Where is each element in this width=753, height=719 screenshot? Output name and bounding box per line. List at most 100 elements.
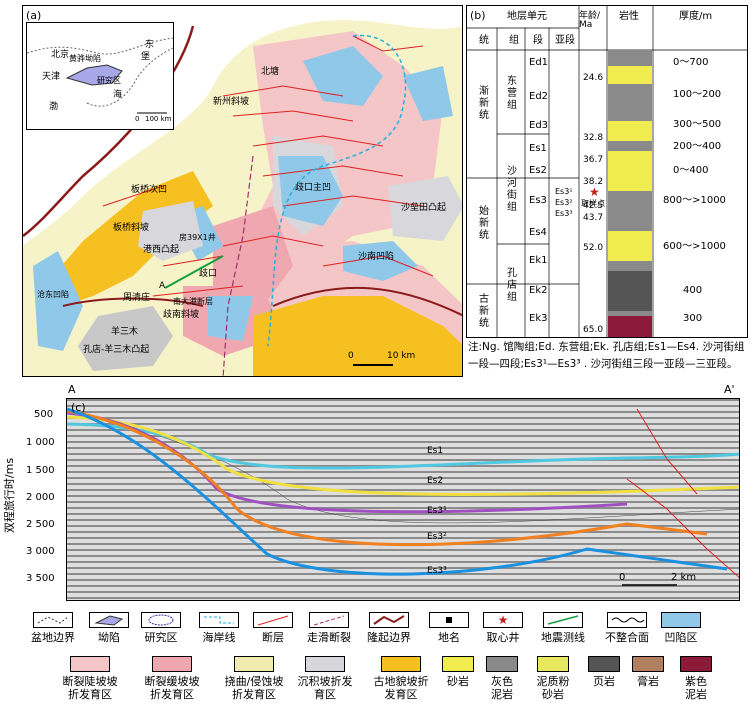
strat-lith-header: 岩性 xyxy=(619,11,639,22)
gypsum-swatch xyxy=(632,656,664,672)
map-qikou-main: 歧口主凹 xyxy=(295,183,332,193)
study-area-icon xyxy=(141,612,181,628)
gentle-swatch xyxy=(152,656,192,672)
strat-thick-1: 100～200 xyxy=(673,89,722,100)
inset-map: 北京 天津 黄骅坳陷 研究区 渤 海 东 堡 0 100 km xyxy=(26,22,174,130)
legend-unconformity: 不整合面 xyxy=(598,612,656,644)
strat-thick-5: 800～>1000 xyxy=(663,195,726,206)
strat-sample-label: 取样点 xyxy=(581,199,605,208)
legend-sandstone: 砂岩 xyxy=(438,656,478,688)
paleo-swatch xyxy=(381,656,421,672)
legend-strike-slip: 走滑断裂 xyxy=(300,612,358,644)
strat-thick-8: 300 xyxy=(683,313,703,324)
inset-water2: 海 xyxy=(113,90,123,100)
sandstone-swatch xyxy=(442,656,474,672)
sag-area-icon xyxy=(661,612,701,628)
flexure-swatch xyxy=(234,656,274,672)
inset-scale-100: 100 km xyxy=(145,115,172,123)
map-shalei: 沙垒田凸起 xyxy=(401,203,447,213)
section-A: A xyxy=(68,383,76,396)
map-beitang: 北塘 xyxy=(261,67,280,77)
grey-mudstone-swatch xyxy=(486,656,518,672)
unconformity-icon xyxy=(607,612,647,628)
depression-icon xyxy=(89,612,129,628)
map-well: 房39X1井 xyxy=(179,233,216,242)
legend-study-area: 研究区 xyxy=(132,612,190,644)
strat-thick-header: 厚度/m xyxy=(679,11,713,22)
ytick-2500: 2 500 xyxy=(26,519,55,530)
map-kongdian: 孔店-羊三木凸起 xyxy=(83,345,150,355)
fault-icon xyxy=(253,612,293,628)
seismic-scale-0: 0 xyxy=(619,572,626,583)
strat-member-5: Es3 xyxy=(529,195,547,206)
legend-shale: 页岩 xyxy=(584,656,624,688)
ytick-500: 500 xyxy=(34,409,54,420)
legend-grey-mudstone: 灰色泥岩 xyxy=(482,656,522,701)
map-qinan-slope: 歧南斜坡 xyxy=(163,310,200,320)
map-shanan: 沙南凹陷 xyxy=(358,252,395,262)
map-banqiao-slope: 板桥斜坡 xyxy=(113,223,150,233)
purple-mudstone-swatch xyxy=(680,656,712,672)
strat-sample-star: ★ xyxy=(589,185,600,199)
legend: 盆地边界 坳陷 研究区 海岸线 断层 走滑断裂 隆起边界 地名 ★ 取心井 地震… xyxy=(0,612,753,719)
inset-city-beijing: 北京 xyxy=(51,50,70,60)
strat-member-9: Ek3 xyxy=(529,313,548,324)
map-qikou: 歧口 xyxy=(199,269,218,279)
strat-series-1: 始新统 xyxy=(479,206,489,241)
inset-study-area: 研究区 xyxy=(97,76,121,85)
ytick-2000: 2 000 xyxy=(26,492,55,503)
map-dazhang: 南大港断层 xyxy=(173,297,213,306)
horizon-es2: Es2 xyxy=(427,476,444,486)
panel-c-label: (c) xyxy=(71,401,86,414)
strat-thick-7: 400 xyxy=(683,285,703,296)
star-icon: ★ xyxy=(483,612,523,628)
strat-age-4: 42.5 xyxy=(583,201,604,211)
inset-region: 黄骅坳陷 xyxy=(69,54,101,63)
silty-mudstone-swatch xyxy=(537,656,569,672)
legend-basin-boundary: 盆地边界 xyxy=(24,612,82,644)
panel-b-label: (b) xyxy=(470,9,486,22)
strat-col-yaduan: 亚段 xyxy=(555,35,575,46)
legend-flexure: 挠曲/侵蚀坡折发育区 xyxy=(214,656,294,701)
strat-member-7: Ek1 xyxy=(529,255,548,266)
strat-series-0: 渐新统 xyxy=(479,86,489,121)
strat-series-2: 古新统 xyxy=(479,294,489,329)
legend-steep: 断裂陡坡坡折发育区 xyxy=(50,656,130,701)
strat-age-5: 43.7 xyxy=(583,213,604,223)
strat-member-8: Ek2 xyxy=(529,285,548,296)
strat-thick-0: 0～700 xyxy=(673,57,709,68)
inset-city-tianjin: 天津 xyxy=(42,72,61,82)
strat-member-4: Es2 xyxy=(529,165,547,176)
horizon-es3-1: Es3¹ xyxy=(427,506,447,516)
strat-sub-1: Es3² xyxy=(555,198,573,207)
map-banqiao: 板桥次凹 xyxy=(131,185,168,195)
strat-member-0: Ed1 xyxy=(529,57,549,68)
strat-age-2: 36.7 xyxy=(583,155,604,165)
strat-member-6: Es4 xyxy=(529,227,547,238)
ytick-3500: 3 500 xyxy=(26,573,55,584)
strat-age-3: 38.2 xyxy=(583,177,604,187)
strike-slip-icon xyxy=(309,612,349,628)
section-A2: A' xyxy=(724,383,735,396)
strat-member-1: Ed2 xyxy=(529,91,549,102)
ytick-1500: 1 500 xyxy=(26,465,55,476)
strat-thick-6: 600～>1000 xyxy=(663,241,726,252)
coastline-icon xyxy=(199,612,239,628)
map-scale-0: 0 xyxy=(348,351,354,361)
ytick-1000: 1 000 xyxy=(26,437,55,448)
basin-boundary-icon xyxy=(33,612,73,628)
map-cangdong: 沧东凹陷 xyxy=(37,290,69,299)
horizon-es3-3: Es3³ xyxy=(427,566,447,576)
horizon-es3-2: Es3² xyxy=(427,532,447,542)
strat-formation-2: 孔店组 xyxy=(507,268,517,303)
sediment-swatch xyxy=(305,656,345,672)
legend-place-name: 地名 xyxy=(420,612,478,644)
strat-col-duan: 段 xyxy=(533,35,543,46)
map-zhoudong: 周清庄 xyxy=(123,293,151,303)
map-svg xyxy=(23,6,462,376)
strat-age-1: 32.8 xyxy=(583,133,604,143)
seismic-ylabel: 双程旅行时/ms xyxy=(3,457,17,534)
strat-member-3: Es1 xyxy=(529,143,547,154)
shale-swatch xyxy=(588,656,620,672)
uplift-boundary-icon xyxy=(369,612,409,628)
